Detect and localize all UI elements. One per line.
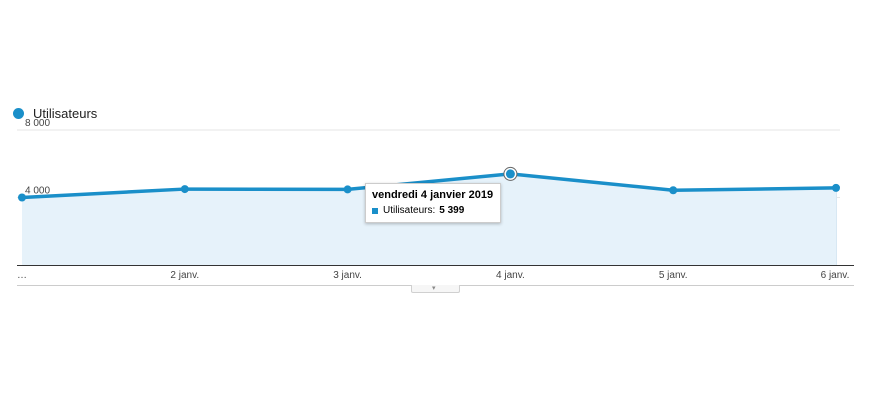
data-point xyxy=(18,193,26,202)
series-line-utilisateurs xyxy=(21,172,837,200)
tooltip-series-label: Utilisateurs: xyxy=(383,205,436,216)
x-tick-label: 4 janv. xyxy=(496,270,525,281)
tooltip-value: 5 399 xyxy=(439,205,465,216)
data-point xyxy=(343,185,352,194)
y-tick-label: 8 000 xyxy=(25,118,50,129)
legend-label: Utilisateurs xyxy=(33,105,98,121)
tooltip-swatch xyxy=(372,207,378,214)
chart-expander-handle[interactable]: ▾ xyxy=(411,285,460,293)
tooltip-row: Utilisateurs: 5 399 xyxy=(372,205,494,216)
chevron-down-icon: ▾ xyxy=(432,285,436,292)
data-point xyxy=(669,186,678,195)
x-tick-label: 2 janv. xyxy=(170,270,199,281)
x-tick-label: 3 janv. xyxy=(333,270,362,281)
legend-swatch xyxy=(13,107,24,119)
y-tick-label: 4 000 xyxy=(25,186,50,197)
data-point xyxy=(180,185,189,194)
tooltip: vendredi 4 janvier 2019 Utilisateurs: 5 … xyxy=(365,183,501,223)
tooltip-title: vendredi 4 janvier 2019 xyxy=(372,189,494,201)
data-point-highlighted xyxy=(505,169,515,179)
x-tick-label: 6 janv. xyxy=(821,270,850,281)
x-tick-label: … xyxy=(17,270,27,281)
legend[interactable]: Utilisateurs xyxy=(13,103,97,123)
x-tick-label: 5 janv. xyxy=(659,270,688,281)
data-point xyxy=(832,183,840,192)
